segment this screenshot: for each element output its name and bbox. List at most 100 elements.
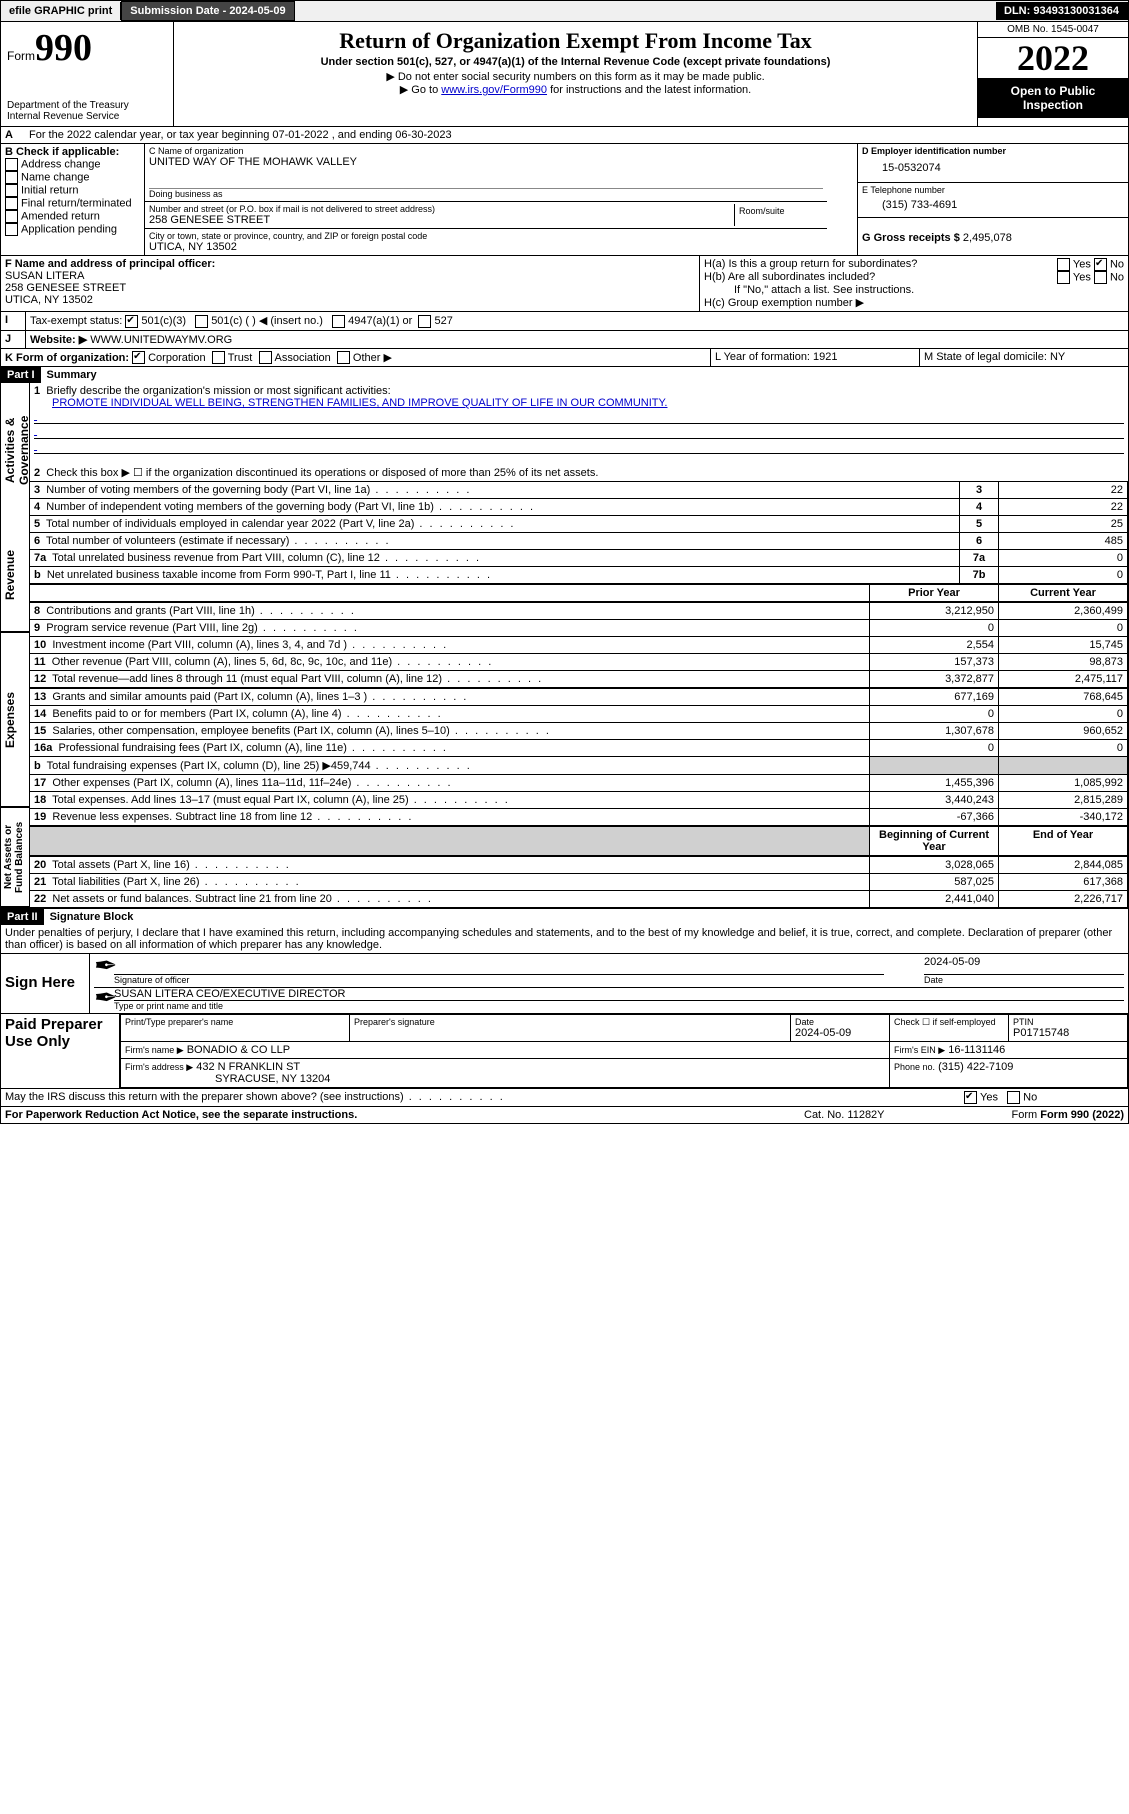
city: UTICA, NY 13502 (149, 241, 823, 253)
prep-sig-label: Preparer's signature (354, 1017, 786, 1027)
form-title: Return of Organization Exempt From Incom… (182, 28, 969, 54)
J-label: Website: ▶ (30, 334, 87, 346)
no-label: No (1023, 1092, 1037, 1104)
tax-year: 2022 (978, 38, 1128, 78)
Ha-no[interactable] (1094, 258, 1107, 271)
chk-other[interactable] (337, 351, 350, 364)
rev-header: Prior YearCurrent Year (30, 584, 1128, 602)
chk-501c[interactable] (195, 315, 208, 328)
label-J: J (1, 331, 26, 348)
label-I: I (1, 312, 26, 330)
side-net: Net Assets or Fund Balances (1, 808, 29, 908)
sub3-post: for instructions and the latest informat… (547, 84, 751, 96)
open-public: Open to Public Inspection (978, 78, 1128, 118)
checkbox-item[interactable]: Address change (5, 158, 140, 171)
form-prefix: Form (7, 49, 35, 63)
efile-label[interactable]: efile GRAPHIC print (1, 2, 121, 20)
yes-label: Yes (980, 1092, 998, 1104)
omb-number: OMB No. 1545-0047 (978, 22, 1128, 38)
ptin-label: PTIN (1013, 1017, 1123, 1027)
q2: Check this box ▶ ☐ if the organization d… (46, 467, 598, 479)
discuss-no[interactable] (1007, 1091, 1020, 1104)
status-block: I Tax-exempt status: 501(c)(3) 501(c) ( … (0, 312, 1129, 331)
table-row: 12 Total revenue—add lines 8 through 11 … (30, 671, 1128, 688)
form-number: 990 (35, 27, 92, 69)
label-A: A (1, 127, 25, 143)
table-row: 21 Total liabilities (Part X, line 26)58… (30, 874, 1128, 891)
checkbox-item[interactable]: Final return/terminated (5, 197, 140, 210)
table-row: 5 Total number of individuals employed i… (30, 516, 1128, 533)
chk-trust[interactable] (212, 351, 225, 364)
subtitle-3: ▶ Go to www.irs.gov/Form990 for instruct… (182, 83, 969, 96)
form-header: Form990 Department of the Treasury Inter… (0, 22, 1129, 127)
part1-content: 1 Briefly describe the organization's mi… (30, 383, 1128, 908)
paid-label: Paid Preparer Use Only (1, 1014, 120, 1088)
table-row: b Total fundraising expenses (Part IX, c… (30, 757, 1128, 775)
website: WWW.UNITEDWAYMV.ORG (90, 334, 232, 346)
Ha-yes[interactable] (1057, 258, 1070, 271)
paid-preparer-block: Paid Preparer Use Only Print/Type prepar… (0, 1014, 1129, 1089)
K-label: K Form of organization: (5, 352, 129, 364)
table-row: 11 Other revenue (Part VIII, column (A),… (30, 654, 1128, 671)
q1-answer: PROMOTE INDIVIDUAL WELL BEING, STRENGTHE… (52, 397, 667, 409)
period-row: A For the 2022 calendar year, or tax yea… (0, 127, 1129, 144)
part2-header-row: Part II Signature Block (0, 909, 1129, 925)
submission-date[interactable]: Submission Date - 2024-05-09 (121, 1, 294, 21)
chk-527[interactable] (418, 315, 431, 328)
officer-addr2: UTICA, NY 13502 (5, 294, 695, 306)
sign-here-block: Sign Here ✒ Signature of officer 2024-05… (0, 954, 1129, 1014)
txt-corp: Corporation (148, 352, 205, 364)
officer-typed: SUSAN LITERA CEO/EXECUTIVE DIRECTOR (114, 988, 1124, 1001)
firm-name: BONADIO & CO LLP (187, 1044, 290, 1056)
chk-4947[interactable] (332, 315, 345, 328)
M-label: M State of legal domicile: NY (920, 349, 1128, 367)
chk-501c3[interactable] (125, 315, 138, 328)
table-row: 8 Contributions and grants (Part VIII, l… (30, 603, 1128, 620)
footer: For Paperwork Reduction Act Notice, see … (0, 1107, 1129, 1124)
net-header: Beginning of Current YearEnd of Year (30, 826, 1128, 856)
sign-here-label: Sign Here (1, 954, 90, 1013)
dept-label: Department of the Treasury (7, 100, 167, 111)
discuss-yes[interactable] (964, 1091, 977, 1104)
instructions-link[interactable]: www.irs.gov/Form990 (441, 84, 547, 96)
prep-name-label: Print/Type preparer's name (125, 1017, 345, 1027)
period-text: For the 2022 calendar year, or tax year … (25, 127, 456, 143)
firm-phone-label: Phone no. (894, 1062, 935, 1072)
cat-no: Cat. No. 11282Y (804, 1109, 984, 1121)
sig-officer-line[interactable] (114, 956, 884, 975)
firm-addr-label: Firm's address ▶ (125, 1062, 193, 1072)
part1-badge: Part I (1, 367, 41, 383)
F-label: F Name and address of principal officer: (5, 258, 695, 270)
table-row: 16a Professional fundraising fees (Part … (30, 740, 1128, 757)
section-C: C Name of organization UNITED WAY OF THE… (145, 144, 827, 255)
B-label: B Check if applicable: (5, 146, 140, 158)
gov-table: 3 Number of voting members of the govern… (30, 481, 1128, 584)
checkbox-item[interactable]: Name change (5, 171, 140, 184)
spacer-col (827, 144, 858, 255)
txt-trust: Trust (228, 352, 253, 364)
section-K: K Form of organization: Corporation Trus… (1, 349, 711, 367)
part1-sidebar: Activities & Governance Revenue Expenses… (1, 383, 30, 908)
street-address: 258 GENESEE STREET (149, 214, 734, 226)
checkbox-item[interactable]: Initial return (5, 184, 140, 197)
pen-icon: ✒ (94, 956, 114, 985)
side-gov: Activities & Governance (1, 383, 29, 518)
table-row: 10 Investment income (Part VIII, column … (30, 637, 1128, 654)
table-row: 19 Revenue less expenses. Subtract line … (30, 809, 1128, 826)
sig-officer-label: Signature of officer (114, 975, 884, 985)
officer-addr1: 258 GENESEE STREET (5, 282, 695, 294)
chk-corp[interactable] (132, 351, 145, 364)
part1-title: Summary (41, 367, 103, 383)
Hb-yes[interactable] (1057, 271, 1070, 284)
col-current: Current Year (999, 585, 1128, 602)
firm-ein-label: Firm's EIN ▶ (894, 1045, 945, 1055)
chk-assoc[interactable] (259, 351, 272, 364)
C-label: C Name of organization (149, 146, 823, 156)
exp-table: 13 Grants and similar amounts paid (Part… (30, 688, 1128, 826)
txt-other: Other ▶ (353, 352, 392, 364)
checkbox-item[interactable]: Amended return (5, 210, 140, 223)
self-emp[interactable]: Check ☐ if self-employed (890, 1015, 1009, 1042)
checkbox-item[interactable]: Application pending (5, 223, 140, 236)
Hb-no[interactable] (1094, 271, 1107, 284)
L-label: L Year of formation: 1921 (711, 349, 920, 367)
